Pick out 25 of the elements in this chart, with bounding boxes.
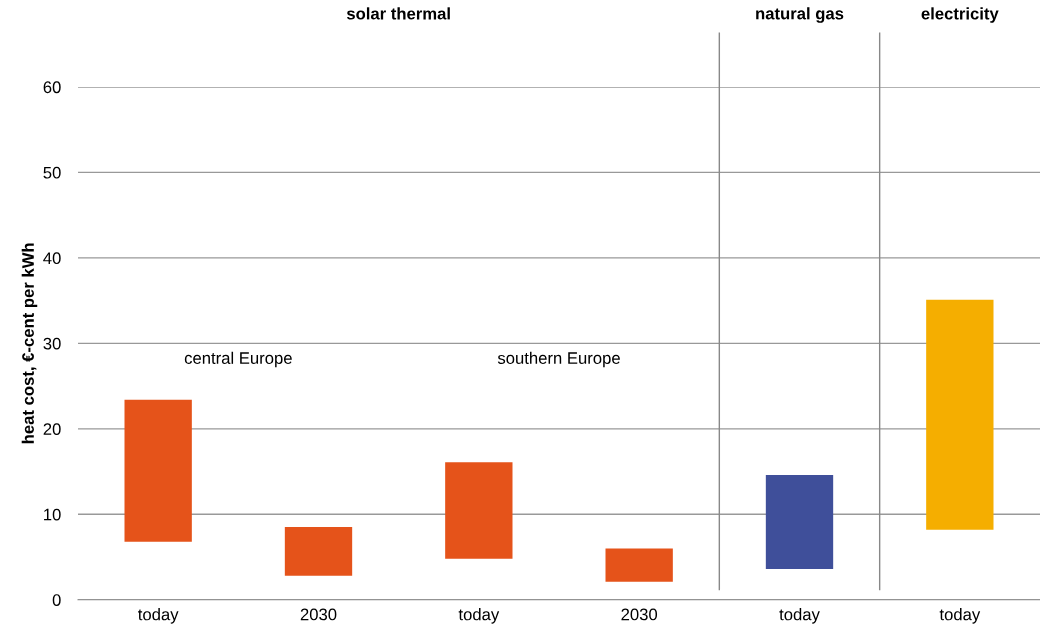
annotation: central Europe — [184, 351, 292, 368]
y-tick-label: 0 — [52, 594, 61, 606]
bar — [926, 299, 994, 530]
y-tick-label: 10 — [44, 508, 61, 521]
x-tick-label: 2030 — [621, 608, 658, 621]
y-tick-label: 30 — [43, 337, 61, 350]
y-tick-label: 20 — [43, 423, 61, 436]
y-axis-title: heat cost, €-cent per kWh — [21, 243, 38, 444]
x-tick-label: today — [458, 608, 500, 624]
bar — [284, 527, 353, 576]
bar — [605, 548, 673, 582]
text: natural gas — [756, 7, 844, 23]
y-tick-label: 50 — [43, 166, 61, 179]
x-tick-label: today — [779, 608, 820, 624]
bar — [765, 474, 834, 569]
x-tick-label: 2030 — [300, 608, 337, 621]
text: solar thermal — [346, 7, 450, 20]
x-tick-label: today — [138, 608, 179, 624]
y-tick-label: 40 — [43, 252, 61, 265]
y-tick-label: 60 — [43, 81, 61, 94]
text: electricity — [921, 7, 999, 23]
x-tick-label: today — [939, 608, 981, 624]
bar — [445, 462, 513, 559]
annotation: southern Europe — [497, 351, 620, 368]
bar — [124, 399, 192, 542]
